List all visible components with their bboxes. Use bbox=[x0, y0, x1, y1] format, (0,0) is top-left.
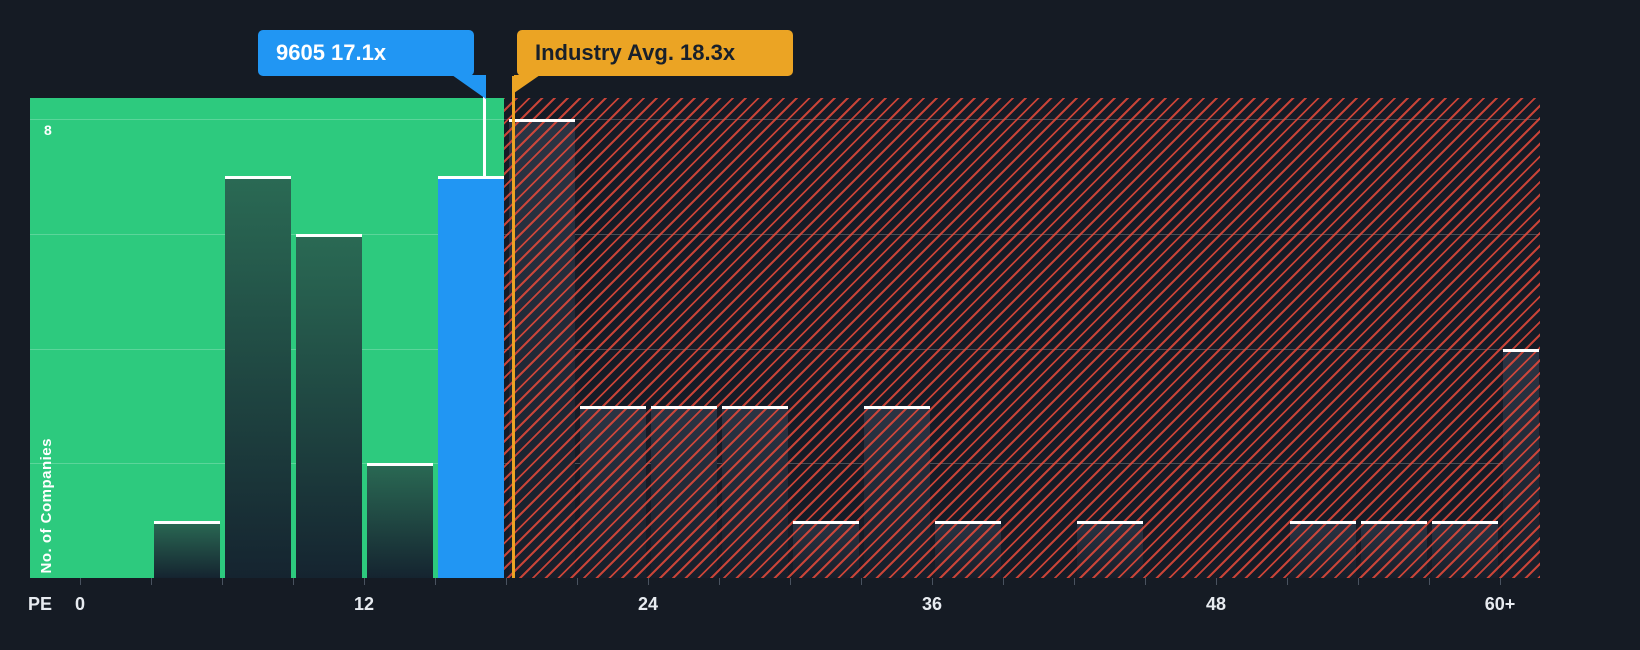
x-axis-tick bbox=[577, 578, 578, 585]
bars-layer bbox=[30, 98, 1540, 578]
histogram-bar[interactable] bbox=[1360, 520, 1427, 578]
x-axis-tick bbox=[1500, 578, 1501, 585]
x-axis-tick bbox=[364, 578, 365, 585]
company-tooltip-label: 9605 17.1x bbox=[276, 40, 387, 65]
histogram-bar[interactable] bbox=[863, 405, 930, 578]
x-axis-tick bbox=[222, 578, 223, 585]
x-axis-tick bbox=[293, 578, 294, 585]
histogram-bar[interactable] bbox=[295, 233, 362, 578]
x-axis-tick bbox=[80, 578, 81, 585]
x-tick-label: 0 bbox=[74, 594, 86, 614]
x-axis-tick bbox=[932, 578, 933, 585]
industry-tooltip[interactable]: Industry Avg. 18.3x bbox=[517, 30, 794, 76]
y-axis-tick-8: 8 bbox=[44, 122, 52, 138]
x-tick-label: 12 bbox=[353, 594, 375, 614]
x-axis-tick bbox=[1429, 578, 1430, 585]
histogram-bar[interactable] bbox=[1076, 520, 1143, 578]
x-tick-label: 36 bbox=[921, 594, 943, 614]
x-axis-tick bbox=[1145, 578, 1146, 585]
x-axis-tick bbox=[1358, 578, 1359, 585]
company-tooltip[interactable]: 9605 17.1x bbox=[258, 30, 475, 76]
x-axis-tick bbox=[1074, 578, 1075, 585]
histogram-bar[interactable] bbox=[721, 405, 788, 578]
histogram-bar[interactable] bbox=[579, 405, 646, 578]
histogram-bar[interactable] bbox=[508, 119, 575, 578]
x-axis-tick bbox=[1216, 578, 1217, 585]
histogram-bar[interactable] bbox=[224, 176, 291, 578]
x-axis-tick bbox=[648, 578, 649, 585]
x-axis-tick bbox=[1003, 578, 1004, 585]
histogram-bar[interactable] bbox=[1502, 348, 1539, 578]
x-axis-tick bbox=[719, 578, 720, 585]
industry-tooltip-pointer-icon bbox=[514, 75, 540, 93]
x-axis-tick bbox=[506, 578, 507, 585]
industry-tooltip-label: Industry Avg. 18.3x bbox=[535, 40, 736, 65]
x-tick-label: 24 bbox=[637, 594, 659, 614]
histogram-bar[interactable] bbox=[792, 520, 859, 578]
industry-average-line bbox=[511, 76, 515, 578]
histogram-bar[interactable] bbox=[153, 520, 220, 578]
plot-area: 8 No. of Companies bbox=[30, 98, 1540, 578]
x-axis-tick bbox=[151, 578, 152, 585]
histogram-bar[interactable] bbox=[366, 463, 433, 578]
x-axis-tick bbox=[790, 578, 791, 585]
x-axis-title: PE bbox=[28, 594, 53, 614]
y-axis-label: No. of Companies bbox=[38, 438, 55, 574]
company-bar[interactable] bbox=[437, 176, 504, 578]
histogram-bar[interactable] bbox=[1289, 520, 1356, 578]
x-axis-tick bbox=[435, 578, 436, 585]
company-marker-line bbox=[483, 76, 487, 177]
x-tick-label: 48 bbox=[1205, 594, 1227, 614]
company-tooltip-pointer-icon bbox=[452, 75, 486, 99]
x-tick-label: 60+ bbox=[1484, 594, 1516, 614]
histogram-bar[interactable] bbox=[650, 405, 717, 578]
x-axis-tick bbox=[861, 578, 862, 585]
x-axis-tick bbox=[1287, 578, 1288, 585]
histogram-bar[interactable] bbox=[1431, 520, 1498, 578]
histogram-bar[interactable] bbox=[934, 520, 1001, 578]
